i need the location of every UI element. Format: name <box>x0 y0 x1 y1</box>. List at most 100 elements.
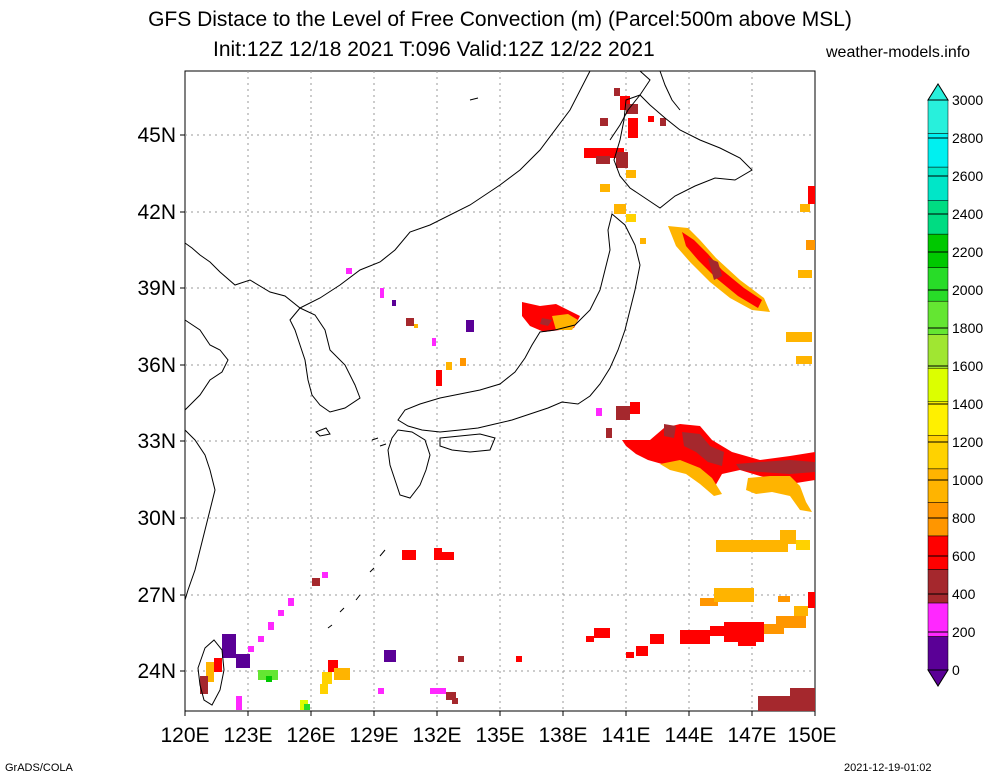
shade-cell <box>808 592 815 608</box>
colorbar-segment <box>927 602 949 637</box>
map-subtitle-init-valid: Init:12Z 12/18 2021 T:096 Valid:12Z 12/2… <box>213 38 655 61</box>
footer-software: GrADS/COLA <box>5 762 73 774</box>
shade-cell <box>406 318 414 326</box>
colorbar-label: 1600 <box>952 358 983 374</box>
colorbar-segment <box>927 535 949 570</box>
shade-cell <box>600 118 608 126</box>
coastline-north <box>609 70 651 141</box>
lat-label: 24N <box>137 660 176 683</box>
shade-cell <box>806 240 815 250</box>
shade-cell <box>214 658 222 672</box>
shade-cell <box>660 118 666 126</box>
coastline-shikoku <box>439 433 496 453</box>
coastline-kyushu <box>387 429 431 499</box>
colorbar-label: 600 <box>952 548 976 564</box>
shade-cell <box>258 636 264 642</box>
shade-cell <box>392 300 396 306</box>
shade-cell <box>460 358 466 366</box>
shade-cell <box>796 356 812 364</box>
shade-cell <box>334 668 350 680</box>
colorbar-segments <box>927 99 949 671</box>
colorbar-segment <box>927 300 949 335</box>
shade-cell <box>786 332 812 342</box>
lon-label: 135E <box>475 724 524 747</box>
shade-cell <box>278 610 284 616</box>
latitude-labels: 45N 42N 39N 36N 33N 30N 27N 24N <box>137 124 176 683</box>
shade-cell <box>236 654 250 668</box>
shade-cell <box>432 338 436 346</box>
coastline-china-south <box>184 429 216 601</box>
shade-cell <box>700 598 718 606</box>
shade-cell <box>304 704 310 710</box>
shade-cell <box>710 626 724 636</box>
lon-label: 123E <box>223 724 272 747</box>
coastlines <box>184 70 753 706</box>
shade-cell <box>446 692 456 700</box>
colorbar-segment <box>927 133 949 168</box>
lon-label: 141E <box>601 724 650 747</box>
colorbar-segment <box>927 435 949 470</box>
coastline-taiwan <box>197 639 225 706</box>
lon-label: 147E <box>727 724 776 747</box>
lon-label: 138E <box>538 724 587 747</box>
longitude-labels: 120E 123E 126E 129E 132E 135E 138E 141E … <box>160 724 836 747</box>
colorbar-arrow-top <box>927 83 949 101</box>
lat-label: 27N <box>137 584 176 607</box>
shade-cell <box>586 636 594 642</box>
coastline-islands <box>315 97 479 447</box>
axis-ticks <box>180 134 816 716</box>
colorbar-arrow-bottom <box>927 669 949 687</box>
shade-cell <box>614 88 620 96</box>
lat-label: 42N <box>137 201 176 224</box>
shade-cell <box>800 204 810 212</box>
lon-label: 144E <box>664 724 713 747</box>
shade-area <box>664 424 676 438</box>
colorbar-segment <box>927 569 949 604</box>
shade-cell <box>322 572 328 578</box>
shade-cell <box>614 204 626 214</box>
shade-cell <box>206 662 214 682</box>
shade-cell <box>446 362 452 370</box>
shade-cell <box>596 408 602 416</box>
shade-cell <box>320 684 328 694</box>
colorbar-label: 3000 <box>952 92 983 108</box>
colorbar-segment <box>927 99 949 134</box>
colorbar-segment <box>927 267 949 302</box>
shade-cell <box>430 688 446 694</box>
shade-cell <box>584 148 624 158</box>
shade-cell <box>764 624 784 634</box>
shade-cell <box>794 606 808 616</box>
colorbar-segment <box>927 200 949 235</box>
shade-cell <box>436 370 442 386</box>
shade-cell <box>380 288 384 298</box>
shade-cell <box>288 598 294 606</box>
colorbar-segment <box>927 401 949 436</box>
shade-cell <box>236 696 242 710</box>
coastline-hokkaido <box>613 94 753 209</box>
lat-label: 39N <box>137 277 176 300</box>
shade-cell <box>626 170 636 178</box>
shade-cell <box>630 402 640 414</box>
shade-cell <box>402 550 416 560</box>
shade-cell <box>680 630 710 644</box>
colorbar-ticks <box>928 99 948 671</box>
coastline-ryukyu <box>327 549 386 629</box>
coastline-honshu <box>397 213 641 433</box>
shade-cell <box>378 688 384 694</box>
shade-cell <box>616 406 630 420</box>
shade-cell <box>716 540 788 552</box>
shade-cell <box>266 676 272 682</box>
lat-label: 36N <box>137 354 176 377</box>
map-title: GFS Distace to the Level of Free Convect… <box>148 8 852 31</box>
shade-cell <box>778 596 790 602</box>
colorbar-label: 1400 <box>952 396 983 412</box>
shade-cell <box>322 672 332 684</box>
shade-cell <box>600 184 610 192</box>
shade-cell <box>346 268 352 274</box>
shade-cell <box>790 688 815 700</box>
coastline-sakhalin <box>659 70 681 111</box>
shade-cell <box>328 660 338 672</box>
colorbar-label: 2600 <box>952 168 983 184</box>
shade-cell <box>222 634 236 658</box>
colorbar-segment <box>927 334 949 369</box>
